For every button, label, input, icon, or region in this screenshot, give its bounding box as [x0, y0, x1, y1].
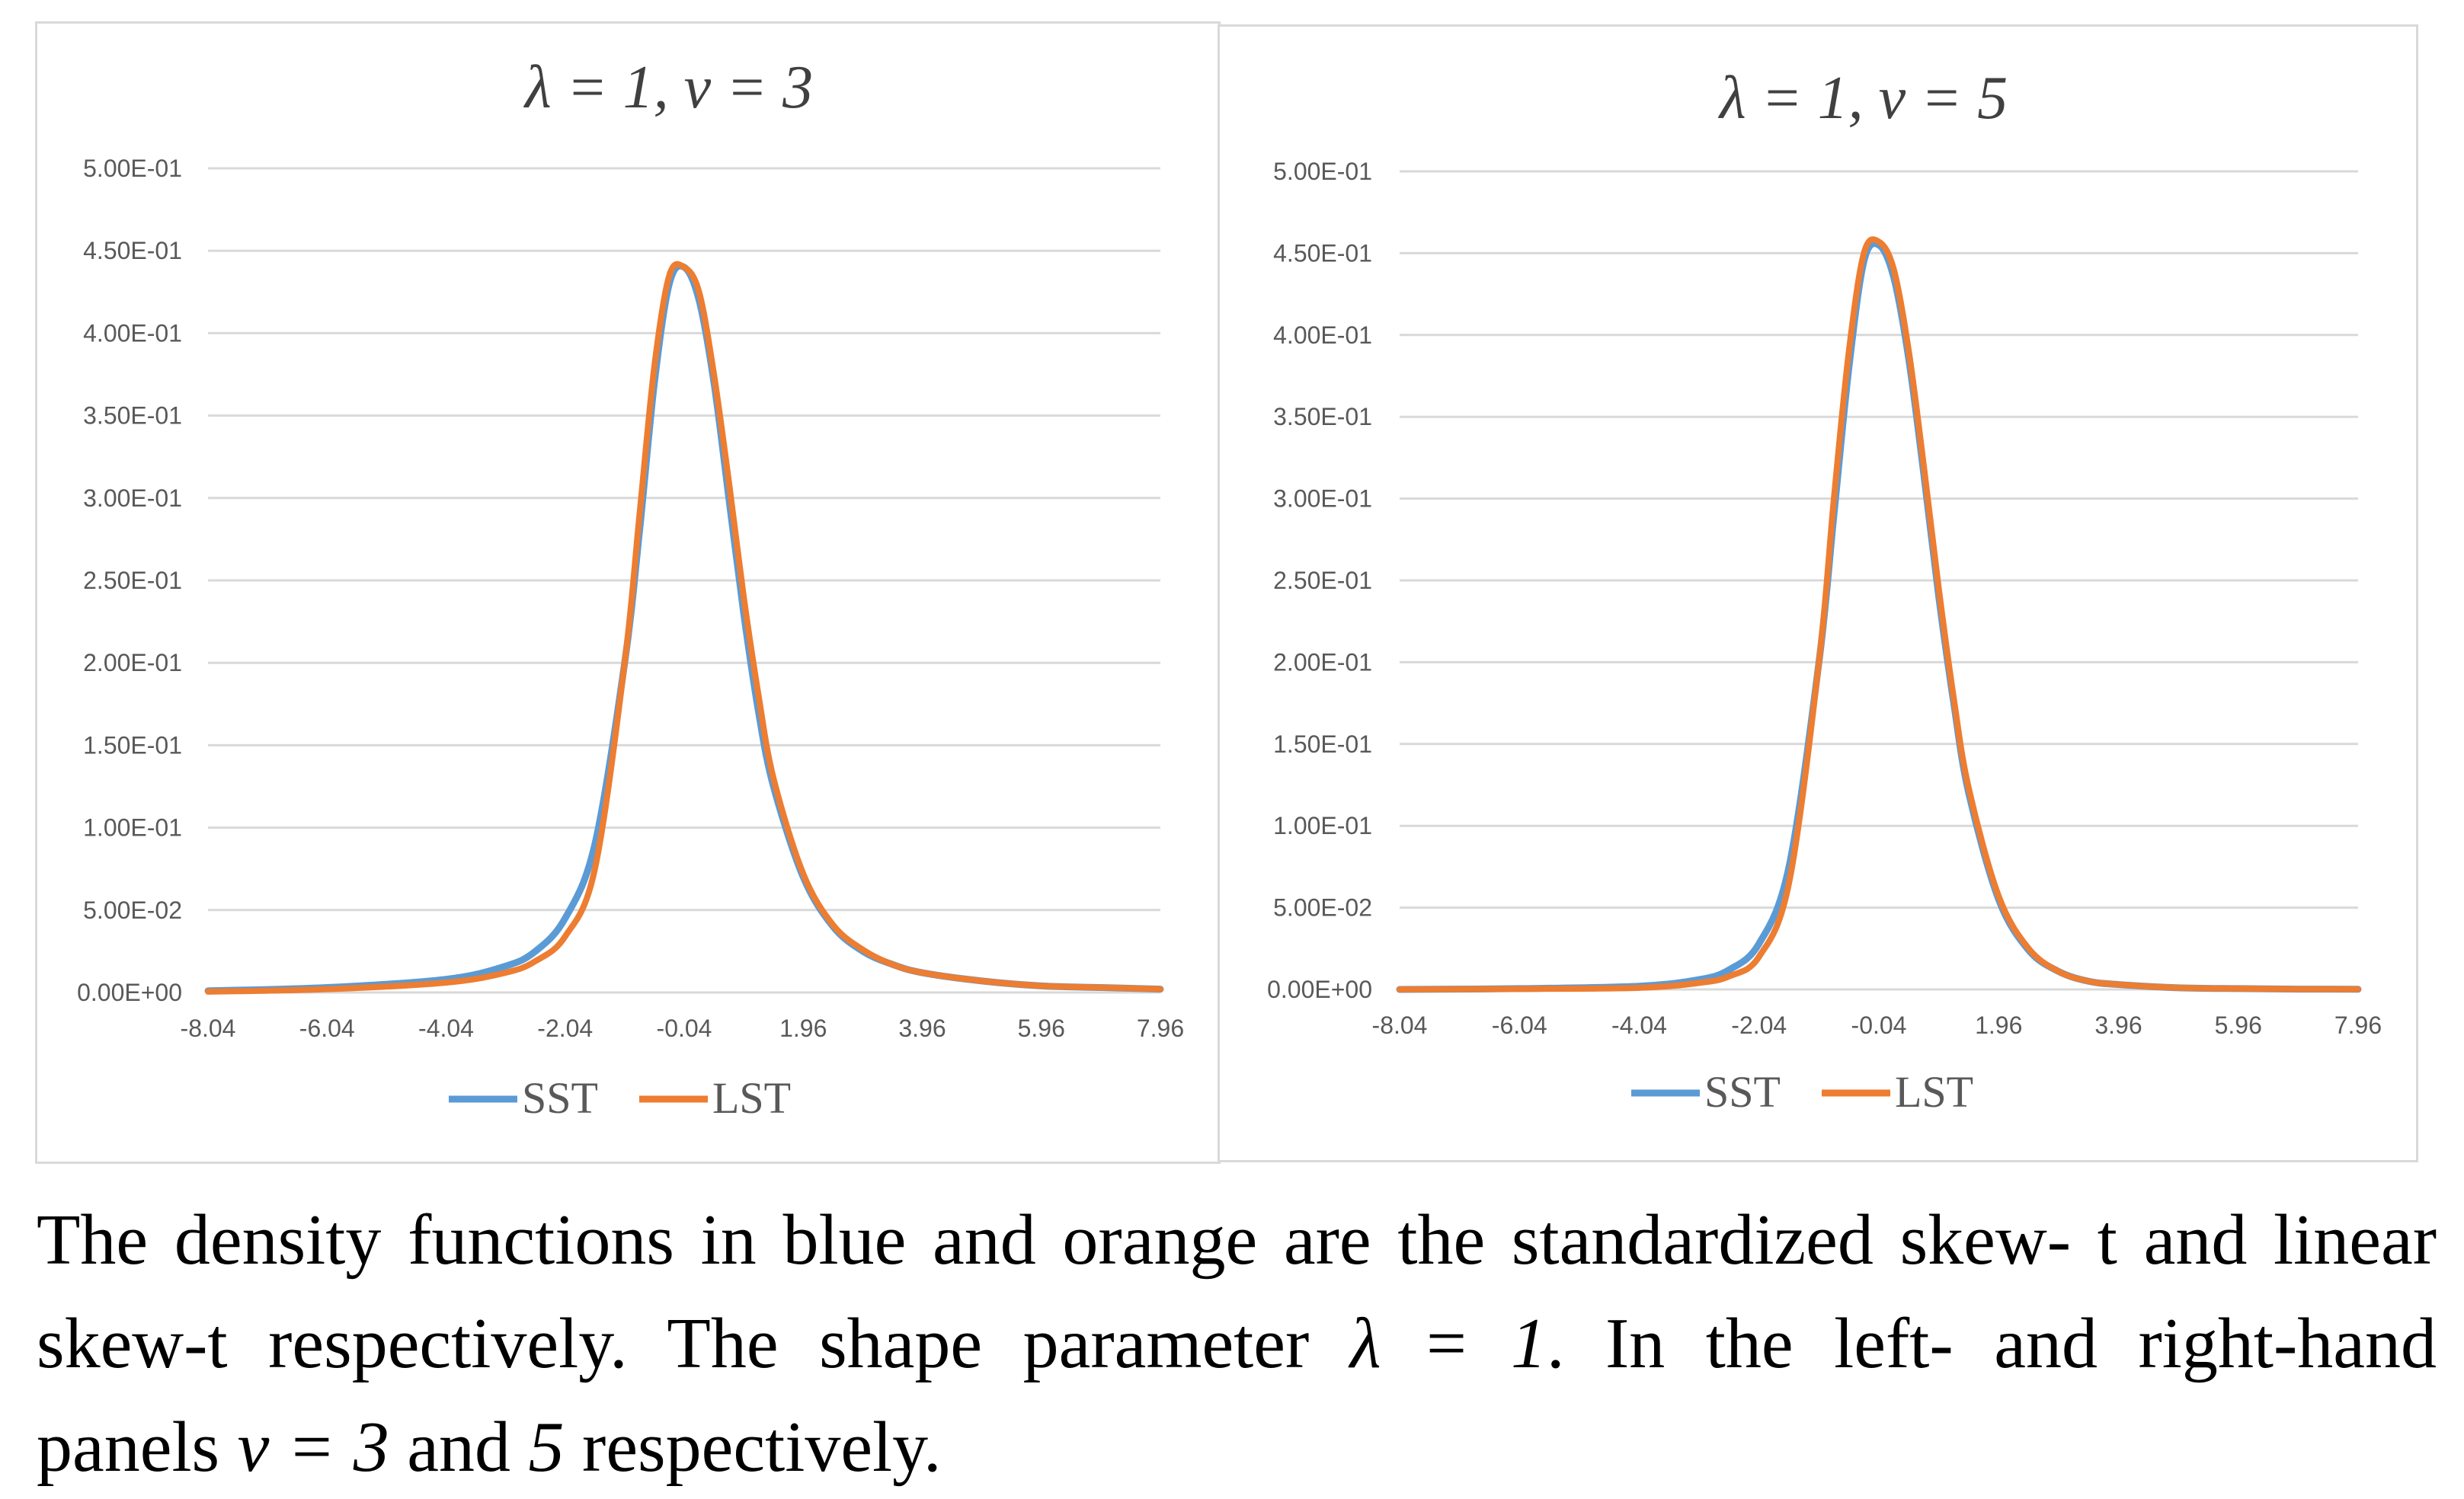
- y-tick-label: 2.50E-01: [1273, 567, 1372, 594]
- chart-title: λ = 1, ν = 3: [523, 54, 813, 121]
- caption-math: λ = 1: [1349, 1304, 1547, 1383]
- caption-line-1: The density functions in blue and orange…: [37, 1200, 2437, 1280]
- caption-text: and: [389, 1408, 529, 1487]
- series-line-lst: [1397, 236, 2361, 992]
- caption-text: panels: [37, 1408, 238, 1487]
- y-tick-label: 2.50E-01: [83, 567, 182, 594]
- x-tick-label: 1.96: [1975, 1012, 2022, 1039]
- x-tick-label: 7.96: [1137, 1015, 1184, 1042]
- caption-text: respectively.: [564, 1408, 942, 1487]
- y-tick-label: 3.00E-01: [83, 484, 182, 512]
- legend-label-lst: LST: [712, 1073, 791, 1123]
- series-line-lst: [205, 260, 1163, 995]
- y-tick-label: 2.00E-01: [83, 649, 182, 676]
- y-tick-label: 3.50E-01: [1273, 403, 1372, 430]
- x-tick-label: -0.04: [1851, 1012, 1907, 1039]
- series-line-sst: [204, 262, 1164, 995]
- right-chart: λ = 1, ν = 5 0.00E+00 5.00E-02 1.00E-01 1.50…: [1267, 65, 2382, 1117]
- x-tick-label: 3.96: [898, 1015, 946, 1042]
- x-tick-label: 5.96: [2215, 1012, 2262, 1039]
- x-tick-label: -4.04: [1611, 1012, 1667, 1039]
- caption-text: skew-t respectively. The shape parameter: [37, 1304, 1350, 1383]
- y-tick-label: 4.00E-01: [1273, 321, 1372, 349]
- y-tick-label: 5.00E-01: [83, 155, 182, 182]
- chart-title: λ = 1, ν = 5: [1718, 65, 2008, 132]
- x-tick-label: -8.04: [181, 1015, 236, 1042]
- y-tick-label: 3.50E-01: [83, 402, 182, 430]
- y-tick-label: 4.50E-01: [83, 237, 182, 264]
- y-tick-label: 2.00E-01: [1273, 648, 1372, 676]
- y-tick-label: 4.00E-01: [83, 319, 182, 347]
- x-tick-label: -6.04: [299, 1015, 355, 1042]
- y-tick-label: 0.00E+00: [77, 979, 182, 1006]
- x-tick-label: -4.04: [418, 1015, 474, 1042]
- y-tick-label: 1.50E-01: [1273, 730, 1372, 758]
- y-tick-label: 1.50E-01: [83, 731, 182, 759]
- x-tick-label: 3.96: [2094, 1012, 2142, 1039]
- x-tick-label: -2.04: [537, 1015, 593, 1042]
- x-tick-label: -2.04: [1731, 1012, 1787, 1039]
- series-line-sst: [1396, 240, 2362, 993]
- x-tick-label: -6.04: [1492, 1012, 1547, 1039]
- x-tick-label: 7.96: [2334, 1012, 2382, 1039]
- legend-label-sst: SST: [522, 1073, 598, 1123]
- caption-text: . In the left- and right-hand: [1547, 1304, 2437, 1383]
- y-tick-label: 5.00E-02: [1273, 894, 1372, 922]
- figure-caption: The density functions in blue and orange…: [37, 1188, 2437, 1499]
- right-chart-panel: λ = 1, ν = 5 0.00E+00 5.00E-02 1.00E-01 1.50…: [1218, 24, 2418, 1162]
- caption-line-2: skew-t respectively. The shape parameter…: [37, 1292, 2437, 1395]
- left-chart-panel: λ = 1, ν = 3 0.00E+00 5.00E-02 1.00E-01 1.50…: [35, 21, 1221, 1164]
- caption-math: ν = 3: [237, 1408, 389, 1487]
- y-tick-label: 5.00E-02: [83, 897, 182, 924]
- y-tick-label: 4.50E-01: [1273, 239, 1372, 267]
- x-tick-label: 5.96: [1018, 1015, 1065, 1042]
- x-tick-label: 1.96: [779, 1015, 827, 1042]
- y-tick-label: 3.00E-01: [1273, 485, 1372, 513]
- y-tick-label: 1.00E-01: [1273, 812, 1372, 839]
- legend-label-sst: SST: [1704, 1067, 1781, 1117]
- y-tick-label: 0.00E+00: [1267, 976, 1372, 1003]
- left-chart: λ = 1, ν = 3 0.00E+00 5.00E-02 1.00E-01 1.50…: [77, 54, 1184, 1123]
- caption-line-3: panels ν = 3 and 5 respectively.: [37, 1395, 2437, 1499]
- caption-math: 5: [528, 1408, 565, 1487]
- x-tick-label: -0.04: [657, 1015, 712, 1042]
- y-tick-label: 5.00E-01: [1273, 158, 1372, 185]
- legend-label-lst: LST: [1895, 1067, 1973, 1117]
- x-tick-label: -8.04: [1372, 1012, 1428, 1039]
- y-tick-label: 1.00E-01: [83, 814, 182, 842]
